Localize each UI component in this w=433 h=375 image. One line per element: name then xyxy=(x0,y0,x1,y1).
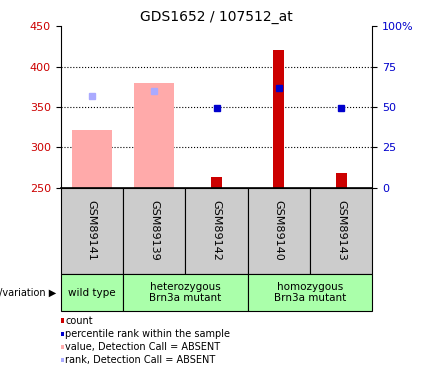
Bar xyxy=(61,188,123,274)
Text: GSM89143: GSM89143 xyxy=(336,200,346,261)
Bar xyxy=(248,274,372,311)
Bar xyxy=(134,83,174,188)
Text: homozygous
Brn3a mutant: homozygous Brn3a mutant xyxy=(274,282,346,303)
Text: value, Detection Call = ABSENT: value, Detection Call = ABSENT xyxy=(65,342,220,352)
Bar xyxy=(248,188,310,274)
Text: genotype/variation ▶: genotype/variation ▶ xyxy=(0,288,56,297)
Text: GSM89142: GSM89142 xyxy=(211,200,222,261)
Text: heterozygous
Brn3a mutant: heterozygous Brn3a mutant xyxy=(149,282,221,303)
Bar xyxy=(185,188,248,274)
Text: percentile rank within the sample: percentile rank within the sample xyxy=(65,329,230,339)
Text: count: count xyxy=(65,316,93,326)
Bar xyxy=(61,274,123,311)
Title: GDS1652 / 107512_at: GDS1652 / 107512_at xyxy=(140,10,293,24)
Bar xyxy=(336,173,347,188)
Text: GSM89141: GSM89141 xyxy=(87,200,97,261)
Bar xyxy=(310,188,372,274)
Text: rank, Detection Call = ABSENT: rank, Detection Call = ABSENT xyxy=(65,355,216,365)
Bar xyxy=(123,274,248,311)
Bar xyxy=(211,177,222,188)
Text: GSM89140: GSM89140 xyxy=(274,200,284,261)
Bar xyxy=(123,188,185,274)
Bar xyxy=(71,130,112,188)
Text: wild type: wild type xyxy=(68,288,116,297)
Bar xyxy=(273,51,284,188)
Text: GSM89139: GSM89139 xyxy=(149,200,159,261)
